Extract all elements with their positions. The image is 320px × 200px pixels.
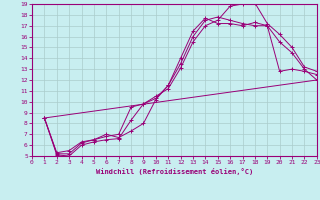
X-axis label: Windchill (Refroidissement éolien,°C): Windchill (Refroidissement éolien,°C) [96,168,253,175]
